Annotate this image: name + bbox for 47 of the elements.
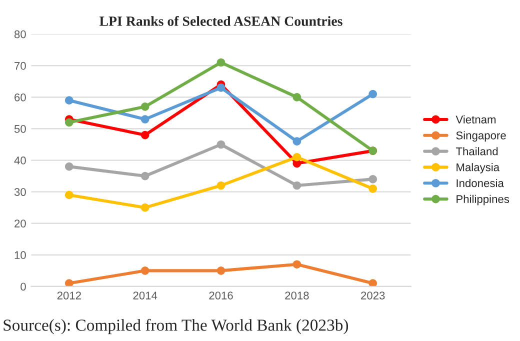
y-tick-label: 50 bbox=[14, 124, 26, 133]
legend-label: Philippines bbox=[456, 194, 510, 206]
point bbox=[64, 190, 74, 200]
point bbox=[140, 115, 150, 124]
x-tick-label: 2012 bbox=[57, 292, 81, 300]
point bbox=[292, 137, 302, 146]
point bbox=[216, 58, 226, 67]
point bbox=[64, 279, 74, 286]
point bbox=[140, 172, 150, 180]
x-tick-label: 2014 bbox=[133, 292, 158, 300]
point bbox=[216, 84, 226, 92]
point bbox=[368, 175, 378, 184]
point bbox=[292, 93, 302, 102]
point bbox=[216, 140, 226, 149]
point bbox=[368, 279, 378, 286]
legend-label: Singapore bbox=[456, 131, 506, 142]
chart-title: LPI Ranks of Selected ASEAN Countries bbox=[100, 16, 342, 26]
y-tick-label: 60 bbox=[14, 93, 26, 102]
point bbox=[140, 203, 150, 212]
point bbox=[292, 152, 302, 162]
y-tick-label: 10 bbox=[14, 251, 26, 260]
point bbox=[64, 162, 74, 171]
point bbox=[216, 266, 226, 275]
point bbox=[64, 118, 74, 127]
y-tick-label: 80 bbox=[14, 30, 26, 38]
legend-label: Vietnam bbox=[456, 115, 496, 124]
legend-label: Indonesia bbox=[456, 178, 504, 188]
y-tick-label: 70 bbox=[14, 62, 26, 70]
point bbox=[64, 96, 74, 105]
legend-label: Malaysia bbox=[456, 163, 500, 174]
point bbox=[292, 260, 302, 269]
x-tick-label: 2023 bbox=[361, 292, 385, 300]
y-tick-label: 30 bbox=[14, 188, 26, 196]
point bbox=[368, 184, 378, 193]
legend-label: Thailand bbox=[456, 147, 498, 156]
point bbox=[216, 181, 226, 190]
y-tick-label: 0 bbox=[20, 282, 26, 291]
point bbox=[292, 181, 302, 190]
source-note: Source(s): Compiled from The World Bank (2023b) bbox=[4, 318, 348, 334]
point bbox=[140, 102, 150, 111]
point bbox=[368, 90, 378, 98]
y-tick-label: 20 bbox=[14, 220, 26, 228]
point bbox=[140, 266, 150, 275]
x-tick-label: 2018 bbox=[285, 292, 309, 300]
y-tick-label: 40 bbox=[14, 156, 26, 164]
x-tick-label: 2016 bbox=[209, 292, 233, 300]
point bbox=[140, 130, 150, 140]
